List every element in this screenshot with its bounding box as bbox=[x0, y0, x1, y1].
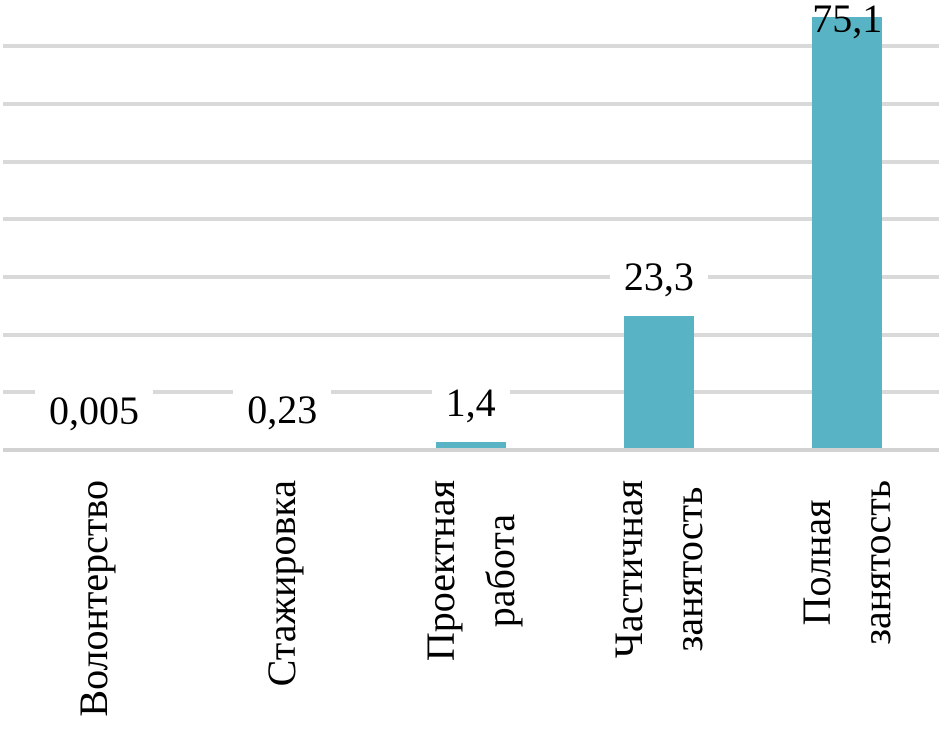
category-label-line: Частичная bbox=[605, 480, 651, 659]
gridline bbox=[3, 44, 939, 49]
value-label-text: 75,1 bbox=[812, 0, 883, 41]
category-label-4: Полная занятость bbox=[787, 480, 907, 730]
category-label-line: занятость bbox=[854, 480, 900, 645]
value-label-0: 0,005 bbox=[0, 386, 204, 435]
value-label-2: 1,4 bbox=[361, 378, 581, 427]
category-label-line: Полная bbox=[794, 499, 840, 626]
gridline bbox=[3, 159, 939, 164]
gridline bbox=[3, 217, 939, 222]
category-label-1: Стажировка bbox=[252, 480, 312, 730]
x-axis-line bbox=[3, 448, 939, 452]
category-label-2: Проектная работа bbox=[411, 480, 531, 730]
value-label-4: 75,1 bbox=[737, 0, 950, 43]
gridline bbox=[3, 101, 939, 106]
value-label-text: 1,4 bbox=[431, 378, 510, 427]
category-label-0: Волонтерство bbox=[64, 480, 124, 730]
category-label-text: Волонтерство bbox=[64, 480, 124, 717]
category-label-line: Стажировка bbox=[259, 480, 305, 687]
bar-3 bbox=[623, 315, 694, 450]
value-label-text: 23,3 bbox=[609, 252, 708, 301]
value-label-3: 23,3 bbox=[549, 252, 769, 301]
gridline bbox=[3, 332, 939, 337]
category-label-line: Проектная bbox=[417, 480, 463, 662]
category-label-text: Частичная занятость bbox=[599, 480, 719, 658]
bar-4 bbox=[812, 16, 883, 450]
category-label-line: Волонтерство bbox=[71, 480, 116, 717]
value-label-1: 0,23 bbox=[172, 385, 392, 434]
category-label-line: занятость bbox=[665, 486, 711, 652]
category-label-line: работа bbox=[477, 513, 523, 628]
category-label-3: Частичная занятость bbox=[599, 480, 719, 730]
value-label-text: 0,23 bbox=[233, 385, 332, 434]
bar-2 bbox=[435, 441, 506, 450]
gridline bbox=[3, 274, 939, 279]
category-label-text: Проектная работа bbox=[411, 480, 531, 661]
value-label-text: 0,005 bbox=[35, 386, 153, 435]
category-label-text: Полная занятость bbox=[787, 480, 907, 645]
category-label-text: Стажировка bbox=[252, 480, 312, 686]
